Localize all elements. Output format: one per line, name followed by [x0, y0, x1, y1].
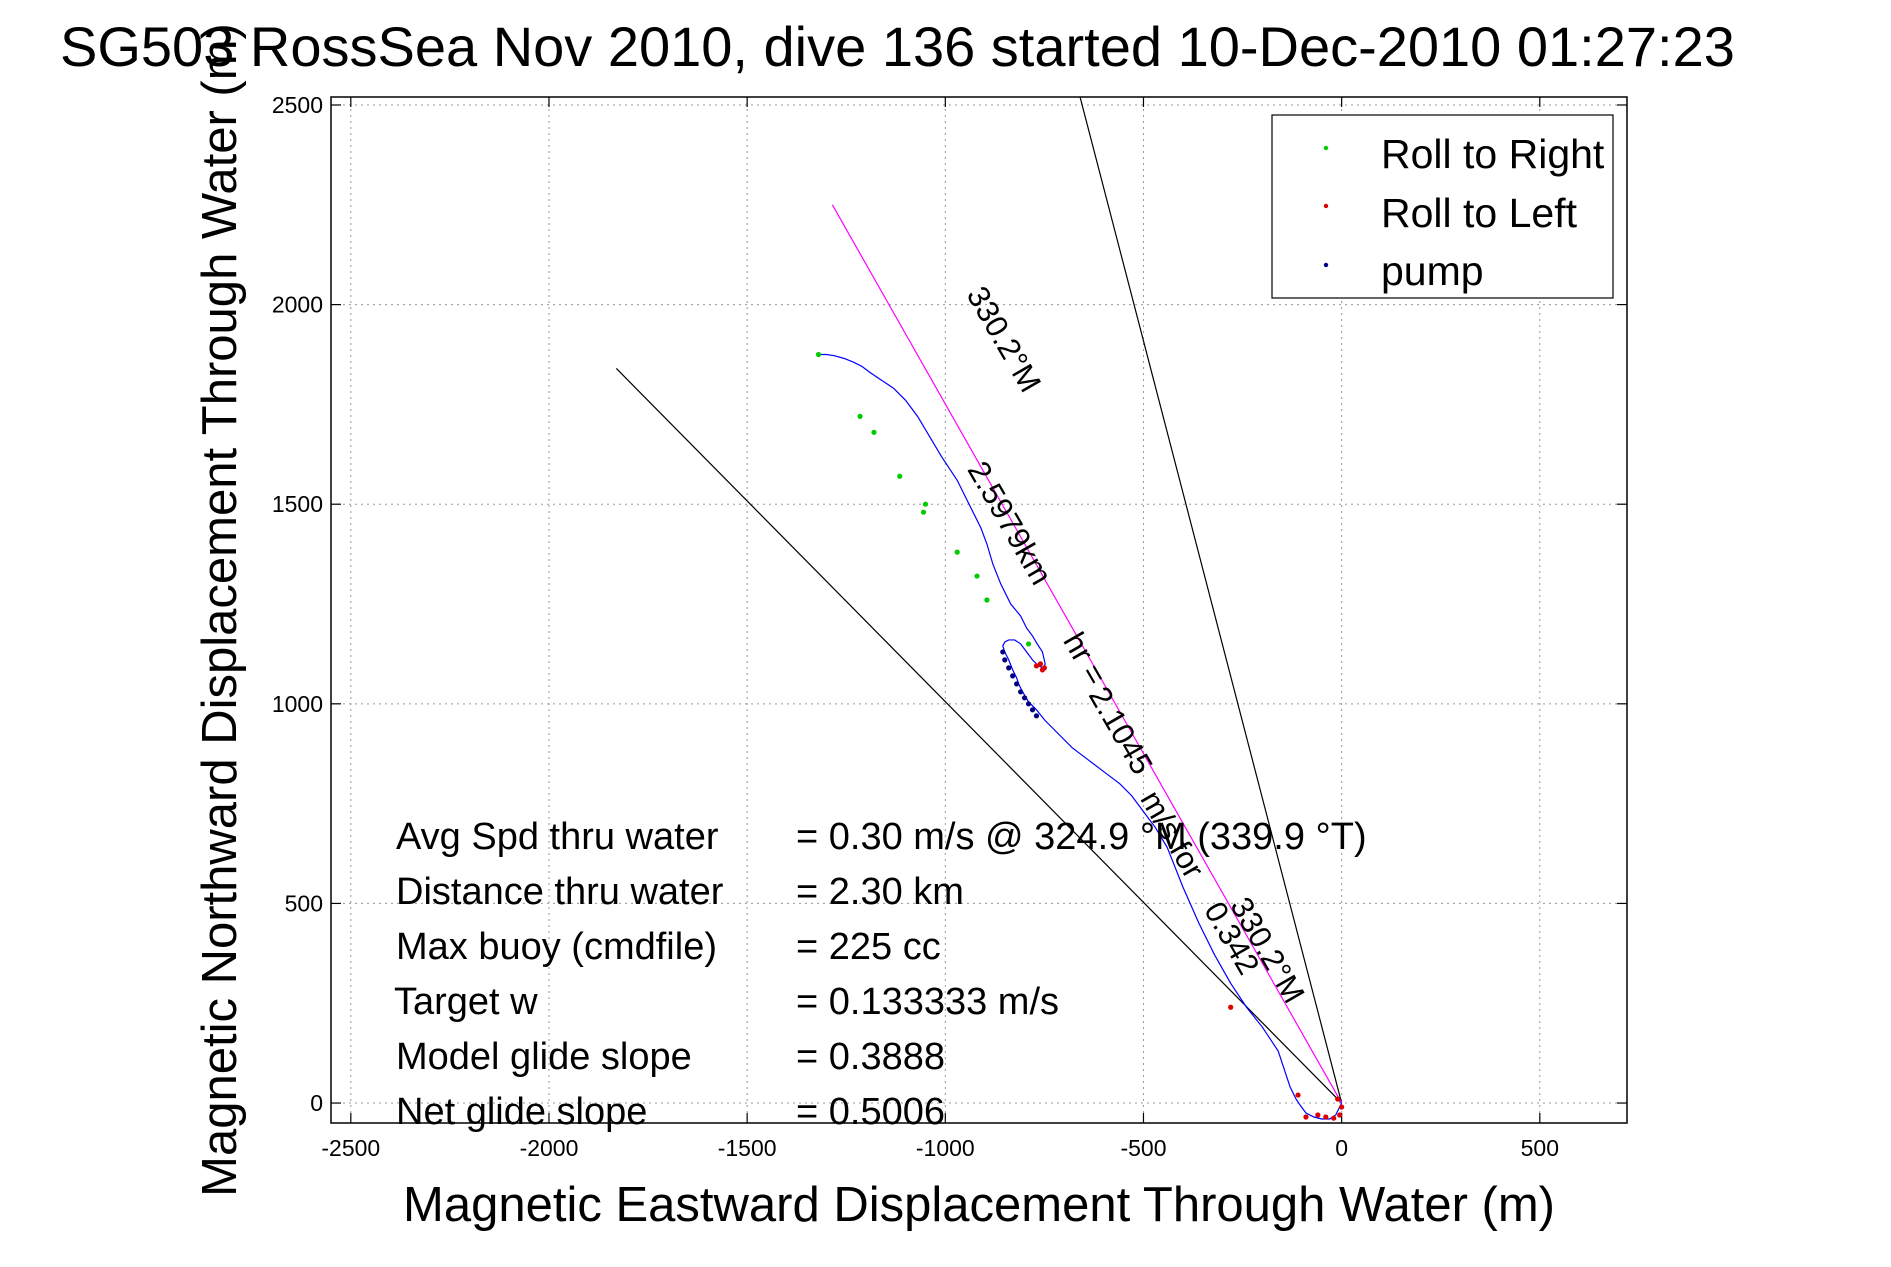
plot-frame	[330, 96, 1628, 1124]
roll-right-point	[920, 509, 927, 515]
x-tick-label: 500	[1521, 1135, 1559, 1161]
chart-title: SG503 RossSea Nov 2010, dive 136 started…	[60, 15, 1735, 78]
pump-point	[1002, 657, 1008, 663]
roll-right-point	[922, 501, 929, 507]
y-tick-label: 2500	[272, 92, 323, 118]
stat-label: Net glide slope	[396, 1091, 647, 1133]
x-tick-label: -500	[1120, 1135, 1166, 1161]
roll-right-point	[984, 597, 990, 603]
roll-right-point	[974, 573, 980, 579]
x-tick-label: 0	[1335, 1135, 1348, 1161]
roll-left-point	[1331, 1115, 1337, 1121]
reference-line	[615, 368, 1343, 1104]
stat-label: Max buoy (cmdfile)	[396, 926, 717, 968]
roll-right-point	[1025, 641, 1032, 647]
pump-point	[1029, 707, 1036, 713]
legend-marker-roll-right	[1323, 145, 1329, 151]
x-tick-label: -1500	[718, 1135, 777, 1161]
pump-point	[1025, 701, 1032, 707]
y-tick-label: 1000	[272, 691, 323, 717]
reference-lines	[615, 96, 1343, 1104]
roll-right-point	[897, 473, 903, 479]
grid-lines	[331, 97, 1627, 1123]
roll-left-point	[1033, 663, 1040, 669]
stat-label: Target w	[394, 981, 538, 1023]
y-tick-label: 2000	[272, 292, 323, 318]
pump-point	[1018, 689, 1024, 695]
roll-left-point	[1295, 1092, 1301, 1098]
stat-value: = 2.30 km	[796, 871, 964, 913]
roll-left-point	[1037, 661, 1044, 667]
stat-value: = 0.3888	[796, 1036, 945, 1078]
pump-point	[1014, 681, 1020, 687]
legend-label-roll-right: Roll to Right	[1381, 131, 1605, 177]
reference-line	[831, 204, 1343, 1104]
roll-left-point	[1303, 1114, 1309, 1120]
track-line	[818, 353, 1343, 1120]
roll-points	[815, 351, 1345, 1121]
pump-point	[1010, 673, 1016, 679]
legend-marker-roll-left	[1323, 203, 1329, 209]
pump-point	[1000, 649, 1006, 655]
roll-left-point	[1337, 1112, 1343, 1118]
roll-right-point	[954, 549, 960, 555]
roll-left-point	[1315, 1112, 1321, 1118]
y-axis-label: Magnetic Northward Displacement Through …	[193, 23, 247, 1197]
roll-left-point	[1339, 1104, 1345, 1110]
y-tick-label: 500	[285, 890, 323, 916]
stat-label: Model glide slope	[396, 1036, 692, 1078]
x-tick-label: -2500	[321, 1135, 380, 1161]
x-tick-label: -1000	[916, 1135, 975, 1161]
roll-left-point	[1228, 1004, 1234, 1010]
roll-left-point	[1323, 1114, 1329, 1120]
dive-track	[818, 353, 1343, 1120]
stat-value: = 225 cc	[796, 926, 941, 968]
pump-point	[1006, 665, 1012, 671]
stat-label: Avg Spd thru water	[396, 816, 719, 858]
stat-label: Distance thru water	[396, 871, 724, 913]
y-tick-label: 0	[310, 1090, 323, 1116]
stat-value: = 0.5006	[796, 1091, 945, 1133]
roll-left-point	[1039, 667, 1046, 673]
axis-ticks: -2500 -2000 -1500 -1000 -500 0 500 0 500 1000 1500…	[272, 92, 1627, 1161]
x-tick-label: -2000	[520, 1135, 579, 1161]
pump-point	[1021, 695, 1028, 701]
roll-right-point	[815, 351, 822, 358]
stat-value: = 0.30 m/s @ 324.9 °M (339.9 °T)	[796, 816, 1367, 858]
reference-line	[1079, 96, 1343, 1104]
x-axis-label: Magnetic Eastward Displacement Through W…	[403, 1178, 1555, 1232]
roll-right-point	[871, 429, 877, 435]
legend: Roll to Right Roll to Left pump	[1271, 114, 1614, 299]
legend-label-pump: pump	[1381, 248, 1484, 294]
legend-box	[1271, 114, 1614, 299]
stats-block: Avg Spd thru water = 0.30 m/s @ 324.9 °M…	[394, 816, 1367, 1133]
roll-right-point	[857, 413, 863, 419]
pump-point	[1033, 713, 1040, 719]
legend-marker-pump	[1323, 262, 1329, 268]
stat-value: = 0.133333 m/s	[796, 981, 1059, 1023]
y-tick-label: 1500	[272, 491, 323, 517]
legend-label-roll-left: Roll to Left	[1381, 190, 1578, 236]
roll-left-point	[1335, 1096, 1341, 1102]
